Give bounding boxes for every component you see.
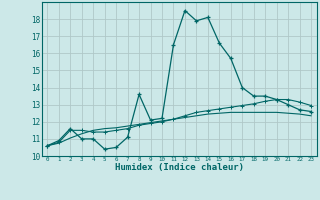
X-axis label: Humidex (Indice chaleur): Humidex (Indice chaleur) (115, 163, 244, 172)
